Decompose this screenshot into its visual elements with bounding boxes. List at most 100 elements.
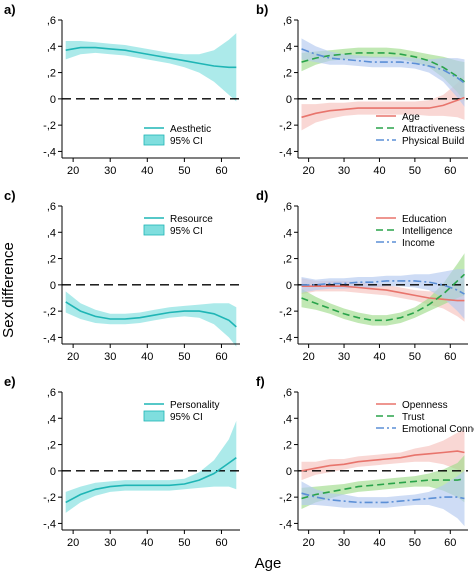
x-tick-label: 20 (303, 165, 315, 177)
panel-label: c) (4, 188, 16, 203)
ci-band-1 (301, 455, 465, 509)
x-tick-label: 30 (104, 537, 116, 549)
x-tick-label: 50 (409, 165, 421, 177)
legend-label: Physical Build (402, 136, 464, 147)
y-tick-label: -,2 (279, 306, 292, 318)
ci-band-0 (301, 430, 465, 481)
y-tick-label: -,2 (279, 120, 292, 132)
panel-label: a) (4, 2, 16, 17)
x-tick-label: 50 (409, 537, 421, 549)
y-tick-label: ,6 (47, 15, 56, 27)
legend-label: Aesthetic (170, 124, 211, 135)
x-tick-label: 30 (104, 351, 116, 363)
x-tick-label: 50 (409, 351, 421, 363)
ci-band-0 (301, 278, 465, 322)
y-tick-label: -,4 (279, 518, 292, 530)
x-tick-label: 20 (303, 351, 315, 363)
ci-band-2 (301, 269, 465, 319)
y-tick-label: -,4 (43, 518, 56, 530)
x-tick-label: 60 (215, 351, 227, 363)
ci-band-2 (301, 470, 465, 527)
x-tick-label: 20 (67, 351, 79, 363)
x-tick-label: 50 (178, 351, 190, 363)
ci-band-0 (65, 33, 237, 102)
series-line-1 (301, 477, 465, 500)
y-tick-label: ,2 (283, 440, 292, 452)
panel-label: d) (256, 188, 268, 203)
panel-f: f) -,4 -,2 0 ,2 ,4 ,6 20 30 40 50 60 OpennessTrustEm… (256, 374, 474, 549)
panel-label: f) (256, 374, 265, 389)
y-tick-label: ,4 (283, 413, 292, 425)
y-tick-label: ,4 (47, 413, 56, 425)
y-tick-label: -,2 (43, 120, 56, 132)
x-tick-label: 60 (215, 165, 227, 177)
x-tick-label: 20 (67, 165, 79, 177)
legend-label: 95% CI (170, 226, 203, 237)
y-tick-label: 0 (286, 466, 292, 478)
x-tick-label: 40 (141, 165, 153, 177)
panel-d: d) -,4 -,2 0 ,2 ,4 ,6 20 30 40 50 60 EducationIntell… (256, 188, 468, 363)
figure-x-label: Age (255, 555, 282, 572)
x-tick-label: 40 (373, 537, 385, 549)
series-line-1 (301, 273, 466, 322)
y-tick-label: -,2 (279, 492, 292, 504)
y-tick-label: ,4 (47, 41, 56, 53)
y-tick-label: 0 (50, 466, 56, 478)
series-line-0 (301, 285, 465, 302)
panel-label: e) (4, 374, 16, 389)
x-tick-label: 60 (215, 537, 227, 549)
legend-label: Attractiveness (402, 124, 465, 135)
legend-label: Intelligence (402, 226, 453, 237)
x-tick-label: 40 (373, 351, 385, 363)
ci-band-0 (65, 420, 237, 513)
y-tick-label: 0 (50, 94, 56, 106)
y-tick-label: -,2 (43, 492, 56, 504)
x-tick-label: 40 (141, 351, 153, 363)
legend-label: Emotional Connection (402, 424, 474, 435)
x-tick-label: 50 (178, 165, 190, 177)
panel-b: b) -,4 -,2 0 ,2 ,4 ,6 20 30 40 50 60 AgeAttractivene… (256, 2, 468, 177)
y-tick-label: ,6 (47, 201, 56, 213)
series-line-0 (301, 96, 465, 119)
y-tick-label: ,4 (283, 41, 292, 53)
legend-swatch-ci (143, 224, 165, 236)
series-line-1 (301, 52, 465, 83)
x-tick-label: 60 (444, 537, 456, 549)
series-line-2 (301, 280, 465, 295)
x-tick-label: 30 (104, 165, 116, 177)
ci-band-1 (301, 253, 465, 326)
y-tick-label: -,4 (43, 146, 56, 158)
x-tick-label: 30 (338, 537, 350, 549)
y-tick-label: ,2 (283, 254, 292, 266)
figure-y-label: Sex difference (0, 242, 17, 338)
panel-label: b) (256, 2, 268, 17)
y-tick-label: ,6 (283, 201, 292, 213)
legend-swatch-ci (143, 410, 165, 422)
y-tick-label: ,6 (283, 387, 292, 399)
series-line-2 (301, 492, 465, 504)
y-tick-label: ,2 (47, 440, 56, 452)
y-tick-label: ,2 (47, 254, 56, 266)
legend-label: Resource (170, 214, 213, 225)
legend-label: Age (402, 112, 420, 123)
series-line-2 (301, 48, 465, 84)
legend-label: 95% CI (170, 136, 203, 147)
y-tick-label: ,6 (47, 387, 56, 399)
x-tick-label: 60 (444, 165, 456, 177)
legend-label: 95% CI (170, 412, 203, 423)
legend-label: Openness (402, 400, 448, 411)
ci-band-0 (301, 75, 465, 131)
legend-swatch-ci (143, 134, 165, 146)
y-tick-label: 0 (286, 94, 292, 106)
x-tick-label: 60 (444, 351, 456, 363)
x-tick-label: 20 (303, 537, 315, 549)
series-line-0 (65, 301, 237, 328)
x-tick-label: 30 (338, 351, 350, 363)
series-line-0 (65, 457, 237, 504)
x-tick-label: 40 (373, 165, 385, 177)
y-tick-label: -,4 (43, 332, 56, 344)
y-tick-label: 0 (286, 280, 292, 292)
